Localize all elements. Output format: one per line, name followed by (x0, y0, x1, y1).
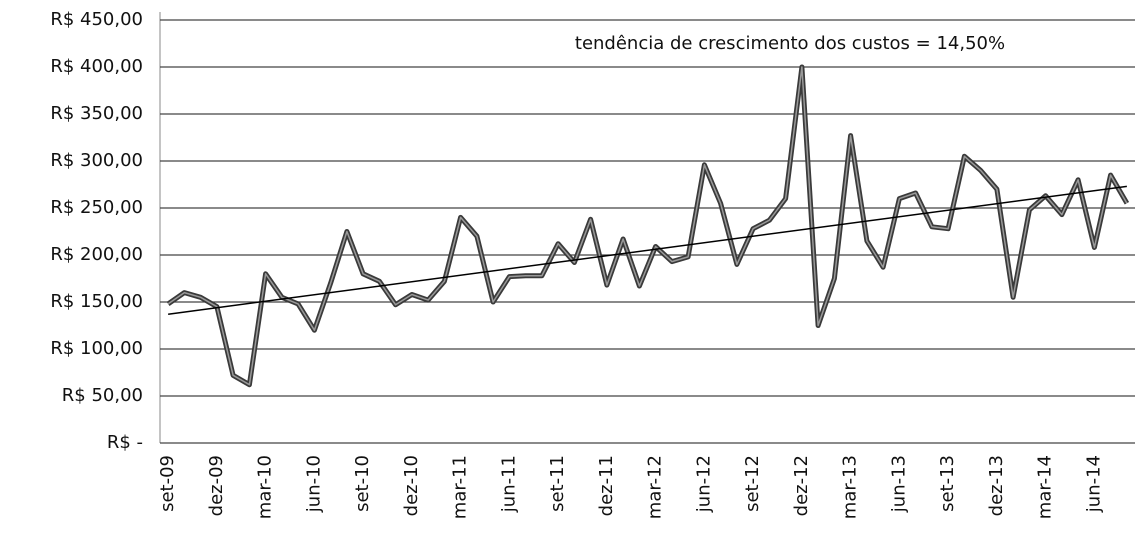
y-tick-label: R$ - (107, 432, 143, 453)
x-tick-label: set-11 (547, 455, 568, 512)
trendline (168, 185, 1127, 315)
y-tick-label: R$ 200,00 (50, 244, 143, 265)
x-tick-label: dez-10 (401, 455, 422, 516)
x-tick-label: set-10 (352, 455, 373, 512)
y-tick-label: R$ 450,00 (50, 9, 143, 30)
y-tick-label: R$ 150,00 (50, 291, 143, 312)
x-tick-label: jun-12 (693, 455, 714, 513)
x-tick-label: set-12 (742, 455, 763, 512)
series-line-highlight (167, 66, 1128, 386)
x-tick-label: dez-13 (986, 455, 1007, 516)
x-tick-label: set-13 (937, 455, 958, 512)
x-tick-label: jun-11 (498, 455, 519, 513)
x-tick-label: dez-12 (791, 455, 812, 516)
x-tick-label: set-09 (157, 455, 178, 512)
y-tick-label: R$ 400,00 (50, 56, 143, 77)
x-tick-label: dez-09 (206, 455, 227, 516)
x-tick-label: jun-14 (1083, 455, 1104, 513)
series-line (166, 64, 1130, 388)
x-tick-label: mar-12 (645, 455, 666, 519)
x-tick-label: mar-10 (255, 455, 276, 519)
x-tick-label: jun-13 (888, 455, 909, 513)
y-tick-label: R$ 100,00 (50, 338, 143, 359)
y-tick-label: R$ 50,00 (62, 385, 143, 406)
y-tick-label: R$ 350,00 (50, 103, 143, 124)
x-tick-label: mar-14 (1035, 455, 1056, 519)
x-tick-label: mar-11 (450, 455, 471, 519)
x-tick-label: dez-11 (596, 455, 617, 516)
x-tick-label: mar-13 (840, 455, 861, 519)
annotation: tendência de crescimento dos custos = 14… (575, 33, 1005, 54)
y-tick-label: R$ 300,00 (50, 150, 143, 171)
y-tick-label: R$ 250,00 (50, 197, 143, 218)
x-tick-label: jun-10 (303, 455, 324, 513)
